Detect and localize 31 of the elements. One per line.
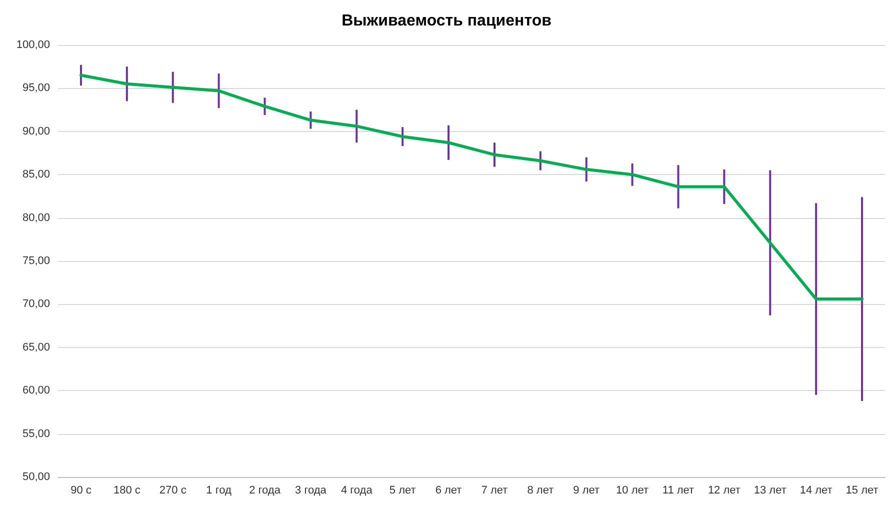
x-tick-label: 3 года xyxy=(295,484,328,496)
x-tick-label: 12 лет xyxy=(708,484,740,496)
y-tick-label: 80,00 xyxy=(22,212,50,224)
x-tick-label: 5 лет xyxy=(389,484,416,496)
x-tick-label: 11 лет xyxy=(662,484,694,496)
y-tick-label: 70,00 xyxy=(22,298,50,310)
x-tick-label: 6 лет xyxy=(435,484,462,496)
x-tick-label: 8 лет xyxy=(527,484,554,496)
x-tick-label: 13 лет xyxy=(754,484,786,496)
x-tick-label: 14 лет xyxy=(800,484,832,496)
y-tick-label: 85,00 xyxy=(22,168,50,181)
x-tick-label: 9 лет xyxy=(573,484,600,496)
y-tick-label: 100,00 xyxy=(16,39,50,51)
y-tick-label: 55,00 xyxy=(22,428,50,440)
y-tick-label: 60,00 xyxy=(22,384,50,397)
x-tick-label: 90 с xyxy=(70,484,92,496)
x-tick-label: 10 лет xyxy=(616,484,649,496)
x-tick-label: 7 лет xyxy=(481,484,508,496)
y-tick-label: 75,00 xyxy=(22,255,50,267)
y-tick-label: 50,00 xyxy=(22,471,50,483)
x-tick-label: 1 год xyxy=(206,484,232,496)
line-series xyxy=(79,74,864,301)
x-tick-label: 4 года xyxy=(340,484,374,496)
chart-title: Выживаемость пациентов xyxy=(342,12,552,30)
x-tick-label: 270 с xyxy=(159,484,187,496)
x-tick-label: 180 с xyxy=(113,484,141,496)
x-tick-label: 2 года xyxy=(249,484,282,496)
y-tick-label: 95,00 xyxy=(22,82,50,94)
y-tick-label: 65,00 xyxy=(22,341,50,354)
x-tick-label: 15 лет xyxy=(846,484,878,496)
y-tick-label: 90,00 xyxy=(22,125,50,138)
